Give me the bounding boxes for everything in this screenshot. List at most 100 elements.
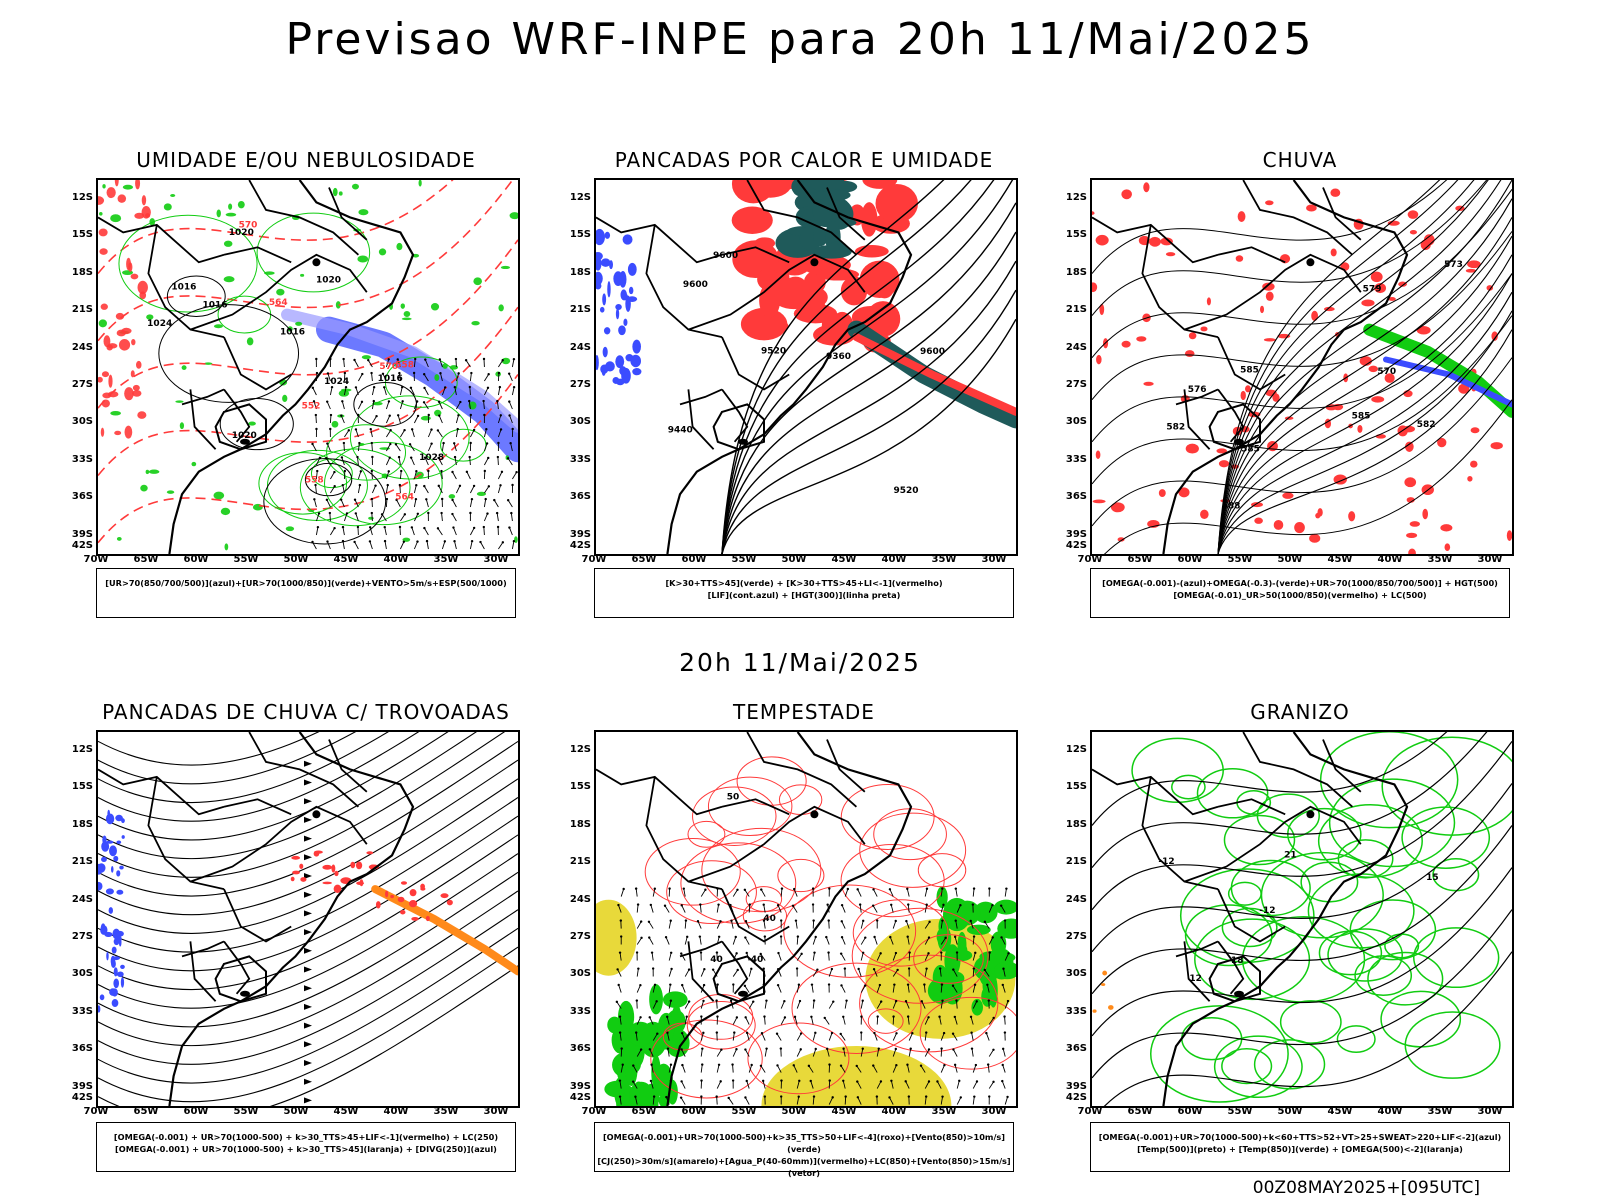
lat-label: 42S [71,540,93,551]
contour-label: 1020 [229,228,254,238]
lon-label: 70W [1077,554,1103,565]
lat-label: 33S [1065,453,1087,465]
contour-label: 582 [1417,420,1436,430]
lat-label: 30S [1065,416,1087,428]
lat-label: 36S [569,1043,591,1055]
forecast-map [96,730,520,1108]
lon-label: 40W [383,1106,409,1117]
lat-label: 15S [569,229,591,241]
map-canvas [98,732,518,1106]
contour-label: 1020 [232,431,257,441]
lon-label: 40W [383,554,409,565]
contour-label: -12 [1259,906,1275,916]
lon-label: 30W [981,1106,1007,1117]
lat-label: 27S [569,379,591,390]
contour-label: 573 [1444,260,1463,270]
map-canvas: 40 50 40 40 [596,732,1016,1106]
lon-label: 55W [731,1106,757,1117]
lat-label: 39S [71,1080,93,1092]
lon-label: 35W [433,554,459,565]
contour-label: 585 [1352,411,1371,421]
contour-label: 564 [269,298,288,308]
panel-legend: [OMEGA(-0.001)+UR>70(1000-500)+k>35_TTS>… [594,1122,1014,1178]
lon-label: 40W [1377,1106,1403,1117]
lat-label: 12S [569,192,591,203]
lat-label: 18S [569,266,591,278]
lon-label: 60W [183,1106,209,1117]
lat-label: 39S [569,528,591,540]
contour-label: 1016 [202,300,227,310]
lat-label: 39S [1065,1080,1087,1092]
lat-label: 33S [71,1005,93,1017]
panel-title: GRANIZO [1250,700,1350,724]
lon-label: 50W [781,554,807,565]
lon-label: 70W [581,1106,607,1117]
legend-line: [K>30+TTS>45](verde) + [K>30+TTS>45+LI<-… [665,578,943,588]
contour-label: 564 [395,493,414,503]
lon-label: 50W [283,1106,309,1117]
lat-label: 21S [1065,856,1087,868]
panel-legend: [OMEGA(-0.001) + UR>70(1000-500) + k>30_… [96,1122,516,1172]
lon-label: 55W [233,1106,259,1117]
contour-label: 588 [1222,501,1241,511]
lon-label: 40W [881,554,907,565]
legend-line: [LIF](cont.azul) + [HGT(300)](linha pret… [707,590,901,600]
mid-title: 20h 11/Mai/2025 [679,648,921,677]
panel-title: PANCADAS DE CHUVA C/ TROVOADAS [102,700,510,724]
lon-label: 65W [133,1106,159,1117]
lat-label: 36S [1065,491,1087,503]
lat-label: 39S [569,1080,591,1092]
lat-label: 18S [71,266,93,278]
legend-line: [CJ(250)>30m/s](amarelo)+[Agua_P(40-60mm… [597,1156,1011,1178]
contour-label: 50 [727,793,740,803]
lon-label: 55W [731,554,757,565]
lon-label: 30W [981,554,1007,565]
lon-label: 55W [1227,554,1253,565]
lat-label: 21S [569,856,591,868]
lat-label: 24S [1065,341,1087,353]
lon-label: 35W [931,1106,957,1117]
lon-label: 30W [1477,1106,1503,1117]
lat-label: 42S [569,1092,591,1103]
lat-label: 39S [1065,528,1087,540]
contour-label: 582 [1166,422,1185,432]
contour-label: 1016 [378,374,403,384]
lon-label: 45W [1327,1106,1353,1117]
contour-label: 40 [763,914,776,924]
lat-label: 27S [569,931,591,942]
lon-label: 65W [631,1106,657,1117]
lat-label: 27S [1065,931,1087,942]
lat-label: 42S [71,1092,93,1103]
contour-label: 585 [1241,445,1260,455]
lat-label: 12S [71,744,93,755]
forecast-map: -12 -12 12 15 18 21 [1090,730,1514,1108]
run-footer: 00Z08MAY2025+[095UTC] [1252,1178,1480,1198]
contour-label: 9520 [761,346,786,356]
lon-label: 70W [1077,1106,1103,1117]
lat-label: 33S [569,1005,591,1017]
panel-title: TEMPESTADE [733,700,875,724]
legend-line: [OMEGA(-0.001)+UR>70(1000-500)+k<60+TTS>… [1098,1132,1502,1142]
contour-label: 9600 [683,280,708,290]
lat-label: 21S [71,856,93,868]
lon-label: 65W [133,554,159,565]
panel-legend: [K>30+TTS>45](verde) + [K>30+TTS>45+LI<-… [594,568,1014,618]
lon-label: 45W [333,1106,359,1117]
lat-label: 12S [71,192,93,203]
map-canvas: 1016 1016 1016 1020 1020 1020 1024 1024 1028 1016… [98,180,518,554]
legend-line: [OMEGA(-0.01)_UR>50(1000/850)(vermelho) … [1173,590,1427,600]
contour-label: 1016 [280,327,305,337]
lat-label: 39S [71,528,93,540]
lon-label: 45W [831,554,857,565]
lat-label: 36S [569,491,591,503]
lon-label: 35W [1427,554,1453,565]
lon-label: 40W [881,1106,907,1117]
lon-label: 70W [83,554,109,565]
lat-label: 30S [1065,968,1087,980]
contour-label: 570 [379,362,398,372]
contour-label: 21 [1284,850,1297,860]
lat-label: 12S [1065,744,1087,755]
forecast-map: 588 585 585 585 582 579 576 573 570 582 [1090,178,1514,556]
lat-label: 15S [569,781,591,793]
contour-label: 1020 [316,275,341,285]
